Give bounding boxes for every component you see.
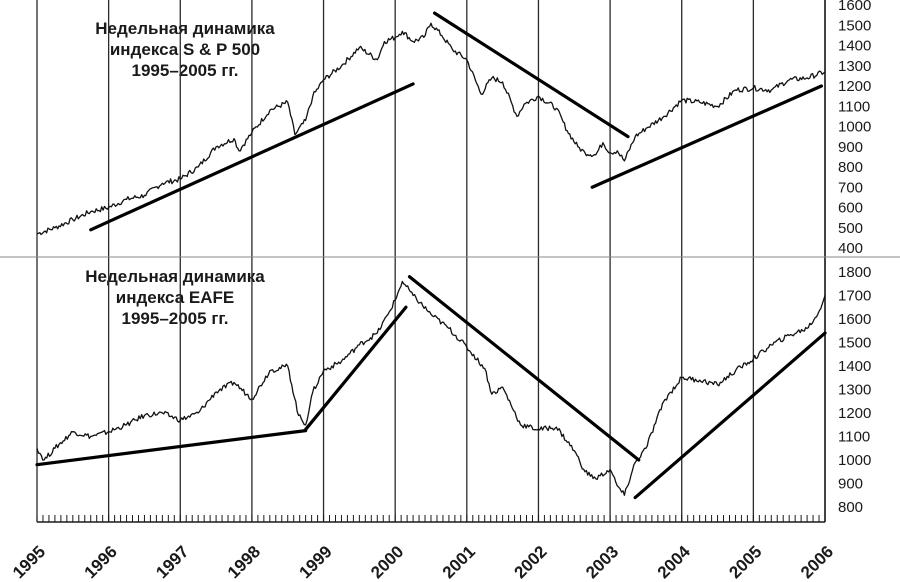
x-year-label-2003: 2003 [582,542,622,582]
x-year-label-2006: 2006 [797,542,837,582]
sp500-ytick-1100: 1100 [838,98,870,115]
sp500-title-line-3: 1995–2005 гг. [131,61,239,80]
x-year-label-1998: 1998 [224,542,264,582]
eafe-trendline-2 [304,305,408,432]
eafe-title-line-1: Недельная динамика [85,267,265,286]
sp500-title-line-1: Недельная динамика [95,19,275,38]
sp500-ytick-700: 700 [838,179,863,196]
eafe-series-line [36,280,826,496]
x-year-label-2004: 2004 [654,542,695,582]
sp500-ytick-1200: 1200 [838,78,871,95]
sp500-ytick-1400: 1400 [838,38,871,55]
sp500-ytick-500: 500 [838,220,863,237]
eafe-ytick-800: 800 [838,499,863,516]
sp500-ytick-1600: 1600 [838,0,871,14]
sp500-trendline-2 [432,11,630,139]
eafe-ytick-1400: 1400 [838,358,871,375]
sp500-ytick-1300: 1300 [838,58,871,75]
sp500-ytick-400: 400 [838,240,863,257]
eafe-ytick-1700: 1700 [838,288,871,305]
sp500-title-line-2: индекса S & P 500 [109,40,261,59]
sp500-ytick-900: 900 [838,139,863,156]
sp500-ytick-600: 600 [838,200,863,217]
eafe-ytick-1200: 1200 [838,405,871,422]
sp500-ytick-800: 800 [838,159,863,176]
x-year-label-1995: 1995 [9,542,49,582]
eafe-ytick-1800: 1800 [838,264,871,281]
x-year-label-2002: 2002 [510,542,550,582]
sp500-title: Недельная динамика индекса S & P 500 199… [85,18,285,81]
x-year-label-1997: 1997 [152,542,192,582]
eafe-ytick-1500: 1500 [838,335,871,352]
eafe-ytick-1300: 1300 [838,382,871,399]
sp500-ytick-1000: 1000 [838,119,871,136]
x-year-label-1999: 1999 [296,542,336,582]
x-year-label-2005: 2005 [725,542,765,582]
x-year-label-2000: 2000 [367,542,407,582]
eafe-ytick-1100: 1100 [838,429,870,446]
sp500-series-line [36,22,826,236]
eafe-title: Недельная динамика индекса EAFE 1995–200… [75,266,275,329]
eafe-title-line-2: индекса EAFE [115,288,235,307]
sp500-trendline-3 [590,84,824,189]
sp500-trendline-1 [89,82,415,232]
eafe-title-line-3: 1995–2005 гг. [121,309,229,328]
eafe-ytick-1600: 1600 [838,311,871,328]
x-year-label-1996: 1996 [81,542,121,582]
eafe-ytick-900: 900 [838,476,863,493]
eafe-ytick-1000: 1000 [838,452,871,469]
eafe-trendline-1 [35,429,308,467]
eafe-trendline-4 [633,331,827,500]
x-year-label-2001: 2001 [439,542,479,582]
eafe-trendline-3 [407,275,641,462]
sp500-ytick-1500: 1500 [838,17,871,34]
